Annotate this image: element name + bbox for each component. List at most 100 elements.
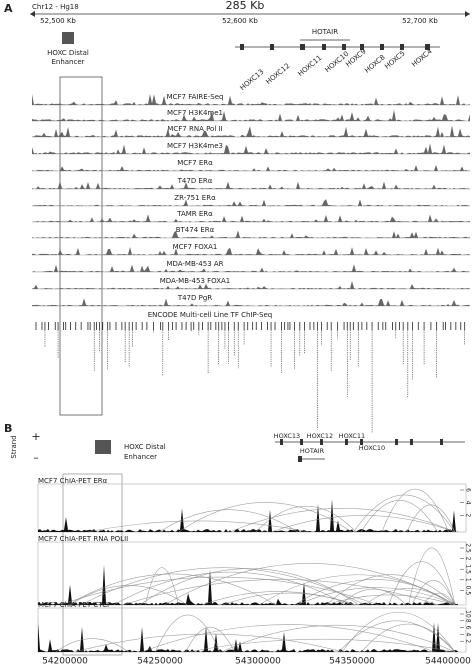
interaction-arc: [222, 592, 356, 606]
interaction-arc: [406, 504, 456, 533]
exon: [300, 44, 305, 50]
gene-label: HOXC11: [339, 432, 365, 440]
exon: [280, 439, 283, 445]
exon: [425, 44, 430, 50]
interaction-arc: [326, 574, 456, 606]
interaction-arc: [185, 626, 235, 653]
axis-tick-label: 6: [465, 488, 472, 492]
interaction-arc: [229, 508, 456, 533]
signal: [32, 181, 470, 189]
interaction-arc: [294, 579, 456, 606]
coverage: [38, 499, 458, 532]
exon: [300, 439, 303, 445]
axis-tick-label: 4: [465, 501, 472, 505]
exon: [360, 439, 363, 445]
interaction-arc: [87, 520, 309, 533]
coordinate: 52,600 Kb: [222, 17, 258, 25]
axis-tick-label: 6: [465, 626, 472, 630]
axis-tick-label: 2.5: [465, 543, 472, 553]
enhancer-label: Enhancer: [51, 58, 84, 66]
interaction-arc: [296, 587, 456, 606]
interaction-arc: [159, 509, 298, 533]
panel-label: B: [4, 422, 12, 435]
track-label: BT474 ERα: [176, 226, 215, 234]
gene-label: HOXC10: [359, 444, 385, 452]
coordinate: 52,500 Kb: [40, 17, 76, 25]
signal: [32, 214, 470, 222]
track-label: MDA-MB-453 AR: [166, 260, 223, 268]
track-label: MCF7 RNA Pol II: [167, 125, 222, 133]
axis-tick-label: 0.5: [465, 586, 472, 596]
track-label: MCF7 FAIRE-Seq: [167, 93, 224, 101]
coordinate: 52,700 Kb: [402, 17, 438, 25]
exon: [360, 44, 364, 50]
track-frame: [37, 483, 467, 533]
enhancer-label: HOXC Distal: [124, 443, 166, 451]
interaction-arc: [59, 576, 379, 606]
coordinate: 54300000: [235, 657, 281, 667]
signal: [32, 143, 470, 154]
exon: [400, 44, 404, 50]
interaction-arc: [55, 638, 129, 653]
enhancer-highlight-b: [62, 473, 123, 656]
interaction-arc: [188, 638, 456, 653]
coordinate: 54200000: [42, 657, 88, 667]
axis-tick-label: 1.5: [465, 564, 472, 574]
axis-tick-label: 1: [465, 578, 472, 582]
interaction-arc: [144, 567, 179, 606]
exon: [440, 439, 443, 445]
chromosome: Chr12 - Hg18: [32, 3, 79, 11]
interaction-arc: [381, 488, 449, 533]
signal: [32, 125, 470, 137]
axis-tick-label: 2: [465, 513, 472, 517]
gene-label: HOXC13: [239, 68, 266, 92]
exon: [410, 439, 413, 445]
interaction-arc: [255, 505, 357, 533]
axis-tick-label: 10: [465, 610, 472, 618]
exon: [342, 44, 346, 50]
track-label: MCF7 FOXA1: [173, 243, 218, 251]
exon: [322, 44, 326, 50]
interaction-arc: [70, 585, 188, 606]
minus: –: [33, 451, 39, 464]
signal: [32, 247, 470, 255]
axis-tick-label: 2: [465, 557, 472, 561]
track-title: MCF7 ChIA-PET RNA POLII: [38, 535, 128, 543]
interaction-arc: [141, 624, 436, 653]
axis-tick-label: 8: [465, 619, 472, 623]
interaction-arc: [341, 612, 456, 653]
exon: [395, 439, 398, 445]
coordinate: 54400000: [425, 657, 471, 667]
interaction-arc: [155, 614, 221, 653]
interaction-arc: [271, 515, 456, 533]
interaction-arc: [353, 494, 456, 533]
coordinate: 54350000: [329, 657, 375, 667]
exon: [240, 44, 244, 50]
track-label: T47D ERα: [177, 177, 213, 185]
interaction-arc: [325, 594, 456, 606]
signal: [32, 264, 470, 272]
interaction-arc: [422, 592, 456, 606]
span: 285 Kb: [226, 0, 265, 12]
gene-label: HOXC12: [265, 62, 292, 86]
axis-tick-label: 2: [465, 639, 472, 643]
exon: [320, 439, 323, 445]
track-title: MCF7 ChIA-PET CTCF: [38, 601, 111, 609]
gene-label: HOXC11: [297, 54, 324, 78]
track-label: MCF7 H3K4me1: [167, 109, 223, 117]
track-label: MCF7 ERα: [177, 159, 213, 167]
track-title: MCF7 ChIA-PET ERα: [38, 477, 108, 485]
signal: [32, 109, 470, 121]
interaction-arc: [67, 573, 276, 606]
interaction-arc: [388, 561, 456, 606]
track-label: TAMR ERα: [176, 210, 213, 218]
axis-tick-label: 4: [465, 632, 472, 636]
exon: [380, 44, 384, 50]
gene-label: HOTAIR: [300, 447, 325, 455]
enhancer-label: Enhancer: [124, 453, 157, 461]
signal: [32, 230, 470, 238]
coordinate: 54250000: [137, 657, 183, 667]
interaction-arc: [113, 571, 348, 606]
track-label: T47D PgR: [177, 294, 212, 302]
signal: [32, 298, 470, 306]
